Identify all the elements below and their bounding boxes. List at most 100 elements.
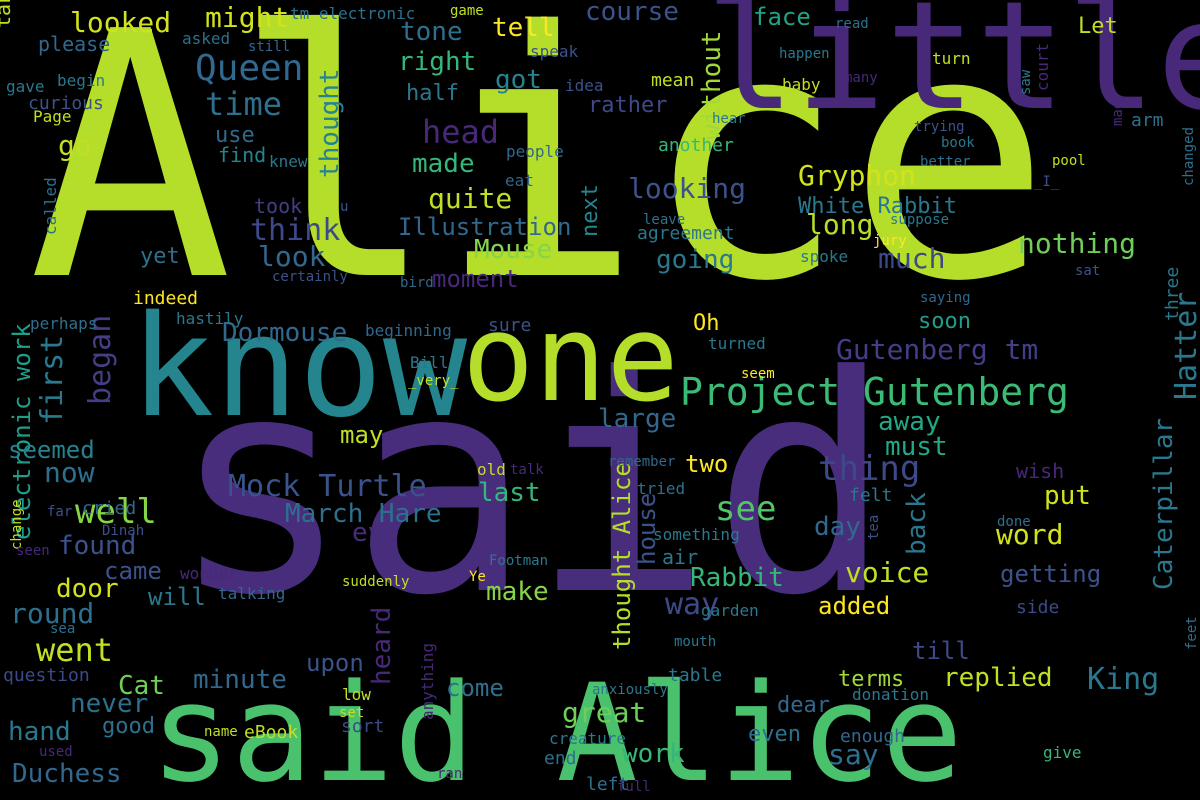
word-great-82: great bbox=[562, 696, 646, 729]
word-found-61: found bbox=[58, 531, 136, 561]
word-go-99: go bbox=[58, 129, 92, 162]
word-asked-125: asked bbox=[182, 29, 230, 48]
word-looked-10: looked bbox=[70, 6, 171, 39]
word-will-72: will bbox=[148, 583, 206, 611]
word-air-162: air bbox=[662, 545, 698, 569]
word-rather-20: rather bbox=[588, 93, 667, 118]
word-march-hare-52: March Hare bbox=[285, 499, 442, 529]
word-alice-0: Alice bbox=[28, 0, 1052, 356]
word-little-2: little bbox=[705, 0, 1200, 144]
word-house-161: house bbox=[633, 493, 661, 565]
word-eat-131: eat bbox=[505, 171, 534, 190]
word-face-15: face bbox=[753, 3, 811, 31]
word-getting-66: getting bbox=[1000, 560, 1101, 588]
word-gutenberg-tm-38: Gutenberg tm bbox=[836, 333, 1038, 366]
word-must-45: must bbox=[885, 432, 948, 462]
word-eye-62: eye bbox=[352, 518, 399, 548]
word-say-89: say bbox=[828, 738, 879, 771]
word-book-134: book bbox=[941, 135, 975, 151]
word-seemed-47: seemed bbox=[8, 436, 95, 464]
word-name-188: name bbox=[204, 724, 238, 740]
word-footman-170: Footman bbox=[489, 553, 548, 569]
word-knew-102: knew bbox=[269, 152, 308, 171]
word-table-181: table bbox=[668, 665, 722, 686]
word-leave-140: leave bbox=[643, 212, 685, 228]
word-feet-177: feet bbox=[1184, 616, 1200, 650]
word-said-1: said bbox=[170, 312, 892, 661]
word-tone-12: tone bbox=[400, 17, 463, 47]
word-trying-133: trying bbox=[914, 119, 965, 135]
word-duchess-91: Duchess bbox=[12, 759, 122, 789]
word-electronic-work-42: electronic work bbox=[8, 323, 36, 540]
word-mock-turtle-51: Mock Turtle bbox=[228, 469, 427, 504]
word-added-71: added bbox=[818, 592, 890, 620]
word-seen-167: seen bbox=[16, 543, 50, 559]
word-curious-95: curious bbox=[28, 93, 104, 114]
word-till-85: till bbox=[912, 637, 970, 665]
word-ran-193: ran bbox=[437, 766, 462, 782]
word-think-30: think bbox=[250, 213, 340, 248]
word-indeed-106: indeed bbox=[133, 288, 198, 309]
word-tell-13: tell bbox=[492, 13, 555, 43]
word-idea-118: idea bbox=[565, 76, 604, 95]
word-make-68: make bbox=[486, 577, 549, 607]
word-time-8: time bbox=[205, 85, 282, 123]
word-question-180: question bbox=[3, 665, 90, 686]
word-never-79: never bbox=[70, 689, 148, 719]
word-take-94: take bbox=[0, 0, 15, 28]
word-may-46: may bbox=[340, 421, 383, 449]
word-queen-7: Queen bbox=[195, 48, 303, 89]
word-beginning-109: beginning bbox=[365, 321, 452, 340]
word-course-14: course bbox=[585, 0, 679, 27]
word-upon-75: upon bbox=[306, 649, 364, 677]
word-quite-24: quite bbox=[428, 182, 512, 215]
word-said-alice-5: said Alice bbox=[150, 655, 963, 800]
word-tea-160: tea bbox=[866, 515, 882, 540]
word-put-56: put bbox=[1044, 481, 1091, 511]
word-used-192: used bbox=[39, 744, 73, 760]
word-went-73: went bbox=[36, 631, 113, 669]
word-jury-142: jury bbox=[873, 233, 907, 249]
word-another-129: another bbox=[658, 135, 734, 156]
word-baby-119: baby bbox=[782, 75, 821, 94]
word-garden-175: garden bbox=[701, 601, 759, 620]
word-took-104: took bbox=[254, 194, 302, 218]
word-terms-84: terms bbox=[838, 667, 904, 692]
word-wonder-169: wonder bbox=[180, 564, 238, 583]
word-change-166: change bbox=[9, 499, 25, 550]
word-turn-121: turn bbox=[932, 49, 971, 68]
word-much-33: much bbox=[878, 242, 945, 275]
word-see-55: see bbox=[715, 489, 776, 529]
word-done-163: done bbox=[997, 514, 1031, 530]
word-rabbit-69: Rabbit bbox=[690, 563, 784, 593]
word-even-90: even bbox=[748, 722, 801, 747]
word-bird-147: bird bbox=[400, 275, 434, 291]
word-two-50: two bbox=[685, 450, 728, 478]
word-saw-198: saw bbox=[1018, 69, 1034, 95]
word-talk-156: talk bbox=[510, 462, 544, 478]
word-ebook-189: eBook bbox=[244, 722, 298, 743]
word-voice-65: voice bbox=[845, 556, 929, 589]
word-read-122: read bbox=[835, 16, 869, 32]
word-first-40: first bbox=[35, 335, 70, 425]
word-seem-150: seem bbox=[741, 366, 775, 382]
word-sat-144: sat bbox=[1075, 263, 1100, 279]
word-use-100: use bbox=[215, 123, 255, 148]
word-hand-86: hand bbox=[8, 717, 71, 747]
word-white-rabbit-27: White Rabbit bbox=[798, 194, 957, 219]
word-saying-145: saying bbox=[920, 290, 971, 306]
word-project-gutenberg-6: Project Gutenberg bbox=[680, 370, 1069, 414]
word-nothing-35: nothing bbox=[1018, 227, 1136, 260]
word-low-182: low bbox=[342, 685, 371, 704]
word-arm-116: arm bbox=[1131, 110, 1164, 131]
word-thought-22: thought bbox=[315, 68, 345, 178]
word-last-53: last bbox=[478, 478, 541, 508]
word-replied-78: replied bbox=[943, 663, 1053, 693]
word-speak-127: speak bbox=[530, 42, 579, 61]
word-creature-190: creature bbox=[549, 729, 626, 748]
word-yet-105: yet bbox=[140, 244, 180, 269]
word-dormouse-37: Dormouse bbox=[222, 318, 347, 348]
word-begin-96: begin bbox=[57, 71, 105, 90]
